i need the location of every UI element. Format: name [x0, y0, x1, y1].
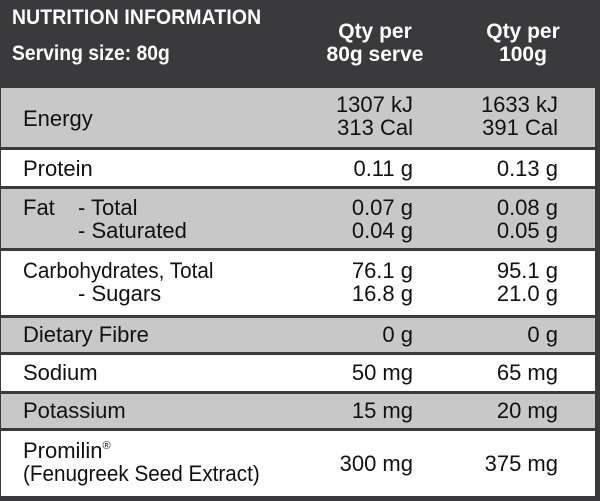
- nutrient-label: Fat: [23, 195, 55, 220]
- sub-label-total: - Total: [78, 195, 138, 220]
- panel-title: NUTRITION INFORMATION: [12, 6, 262, 29]
- row-sodium: Sodium 50 mg 65 mg: [1, 355, 595, 391]
- nutrient-sub-label: (Fenugreek Seed Extract): [23, 461, 260, 486]
- value-per-100g: 20 mg: [496, 398, 558, 423]
- column-header-per-serve: Qty per 80g serve: [326, 20, 424, 66]
- nutrient-label: Promilin®: [23, 438, 111, 463]
- row-dietary-fibre: Dietary Fibre 0 g 0 g: [1, 318, 595, 352]
- registered-mark: ®: [102, 440, 111, 452]
- nutrient-label: Dietary Fibre: [23, 322, 149, 347]
- value-per-serve: 300 mg: [339, 451, 413, 476]
- value-per-serve: 0 g: [382, 322, 413, 347]
- value-per-serve: 0.07 g 0.04 g: [351, 195, 413, 243]
- value-per-serve: 1307 kJ 313 Cal: [335, 92, 413, 140]
- nutrient-label: Carbohydrates, Total: [23, 258, 214, 283]
- value-per-100g: 0.08 g 0.05 g: [496, 195, 558, 243]
- nutrient-label: Potassium: [23, 398, 126, 423]
- row-promilin: Promilin® (Fenugreek Seed Extract) 300 m…: [1, 431, 595, 496]
- table-header: NUTRITION INFORMATION Serving size: 80g …: [0, 0, 600, 86]
- row-fat: Fat - Total - Saturated 0.07 g 0.04 g 0.…: [1, 189, 595, 248]
- nutrient-label: Energy: [23, 106, 93, 131]
- value-per-serve: 50 mg: [351, 360, 413, 385]
- value-per-100g: 0 g: [527, 322, 558, 347]
- value-per-serve: 76.1 g 16.8 g: [351, 258, 413, 306]
- column-header-per-100g: Qty per 100g: [486, 20, 560, 66]
- nutrient-label: Protein: [23, 156, 93, 181]
- value-per-serve: 15 mg: [351, 398, 413, 423]
- row-potassium: Potassium 15 mg 20 mg: [1, 394, 595, 428]
- sub-label-sugars: - Sugars: [78, 281, 162, 306]
- nutrient-label: Sodium: [23, 360, 98, 385]
- value-per-100g: 375 mg: [484, 451, 558, 476]
- value-per-100g: 1633 kJ 391 Cal: [480, 92, 558, 140]
- sub-label-saturated: - Saturated: [78, 218, 187, 243]
- value-per-serve: 0.11 g: [353, 156, 413, 181]
- row-carbohydrates: Carbohydrates, Total - Sugars 76.1 g 16.…: [1, 251, 595, 315]
- row-protein: Protein 0.11 g 0.13 g: [1, 150, 595, 186]
- row-energy: Energy 1307 kJ 313 Cal 1633 kJ 391 Cal: [1, 88, 595, 147]
- value-per-100g: 95.1 g 21.0 g: [496, 258, 558, 306]
- value-per-100g: 0.13 g: [496, 156, 558, 181]
- serving-size: Serving size: 80g: [12, 42, 170, 65]
- value-per-100g: 65 mg: [496, 360, 558, 385]
